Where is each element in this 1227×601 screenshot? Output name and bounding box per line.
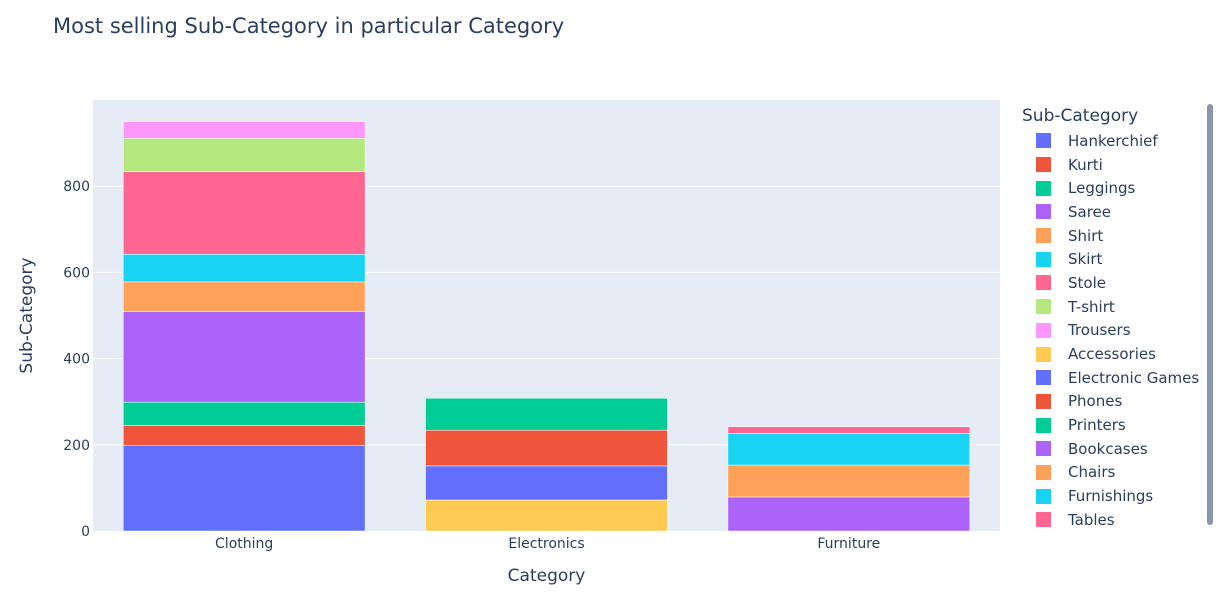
legend-swatch [1036,512,1051,528]
y-tick-label: 600 [63,265,90,281]
legend-item[interactable]: Saree [1022,200,1212,224]
legend-item[interactable]: Shirt [1022,224,1212,248]
legend-swatch [1036,299,1051,315]
legend-label: Hankerchief [1068,131,1158,150]
bar-skirt[interactable] [122,254,366,283]
legend-item[interactable]: Furnishings [1022,484,1212,508]
legend-swatch [1036,346,1051,362]
legend-item[interactable]: Accessories [1022,342,1212,366]
legend-title: Sub-Category [1022,106,1139,126]
x-tick-label: Clothing [215,536,273,552]
legend-label: Tables [1068,510,1115,529]
bar-shirt[interactable] [122,281,366,312]
legend-swatch [1036,204,1051,220]
legend-label: T-shirt [1068,297,1115,316]
bar-electronic-games[interactable] [425,465,668,501]
legend-label: Chairs [1068,463,1116,482]
legend-item[interactable]: Electronic Games [1022,366,1212,390]
legend-swatch [1036,464,1051,480]
bar-trousers[interactable] [122,121,366,139]
legend-item[interactable]: Stole [1022,271,1212,295]
bar-kurti[interactable] [122,425,366,446]
bar-stole[interactable] [122,171,366,255]
legend-swatch [1036,417,1051,433]
legend-swatch [1036,322,1051,338]
legend-label: Accessories [1068,345,1156,364]
legend-swatch [1036,157,1051,173]
legend-swatch [1036,488,1051,504]
y-tick-label: 0 [81,524,90,540]
y-tick-label: 400 [63,352,90,368]
legend-swatch [1036,370,1051,386]
bar-tables[interactable] [727,426,971,434]
legend-swatch [1036,133,1051,149]
bar-saree[interactable] [122,311,366,403]
legend-item[interactable]: Kurti [1022,153,1212,177]
bar-t-shirt[interactable] [122,138,366,172]
x-axis-title: Category [508,566,586,586]
legend-item[interactable]: Tables [1022,508,1212,529]
legend-item[interactable]: Leggings [1022,176,1212,200]
legend-swatch [1036,275,1051,291]
x-tick-label: Furniture [817,536,880,552]
legend-item[interactable]: Skirt [1022,247,1212,271]
legend-item[interactable]: Trousers [1022,319,1212,343]
legend-label: Leggings [1068,179,1136,198]
y-axis-title: Sub-Category [17,257,37,373]
legend-label: Trousers [1068,321,1131,340]
legend-label: Furnishings [1068,487,1154,506]
legend-scrollbar[interactable] [1207,104,1213,525]
legend-label: Electronic Games [1068,368,1200,387]
bar-bookcases[interactable] [727,496,971,532]
legend-item[interactable]: Phones [1022,390,1212,414]
x-tick-label: Electronics [508,536,584,552]
bar-phones[interactable] [425,429,668,467]
legend-label: Bookcases [1068,439,1148,458]
legend-swatch [1036,393,1051,409]
legend: Sub-Category Hankerchief Kurti Leggings Sar… [1022,104,1212,529]
legend-item[interactable]: Printers [1022,413,1212,437]
bar-printers[interactable] [425,398,668,431]
legend-swatch [1036,228,1051,244]
y-tick-label: 800 [63,179,90,195]
legend-item[interactable]: Hankerchief [1022,129,1212,153]
bar-leggings[interactable] [122,401,366,426]
legend-item[interactable]: Chairs [1022,461,1212,485]
bar-furnishings[interactable] [727,433,971,466]
bar-hankerchief[interactable] [122,445,366,532]
legend-label: Phones [1068,392,1123,411]
legend-item[interactable]: Bookcases [1022,437,1212,461]
legend-label: Kurti [1068,155,1103,174]
legend-item[interactable]: T-shirt [1022,295,1212,319]
bar-accessories[interactable] [425,499,668,532]
legend-swatch [1036,180,1051,196]
legend-label: Saree [1068,202,1112,221]
legend-swatch [1036,251,1051,267]
legend-label: Shirt [1068,226,1104,245]
legend-label: Stole [1068,273,1106,292]
y-tick-label: 200 [63,438,90,454]
legend-label: Printers [1068,416,1126,435]
legend-label: Skirt [1068,250,1103,269]
legend-swatch [1036,441,1051,457]
bar-chairs[interactable] [727,464,971,498]
chart-title: Most selling Sub-Category in particular … [53,14,565,38]
